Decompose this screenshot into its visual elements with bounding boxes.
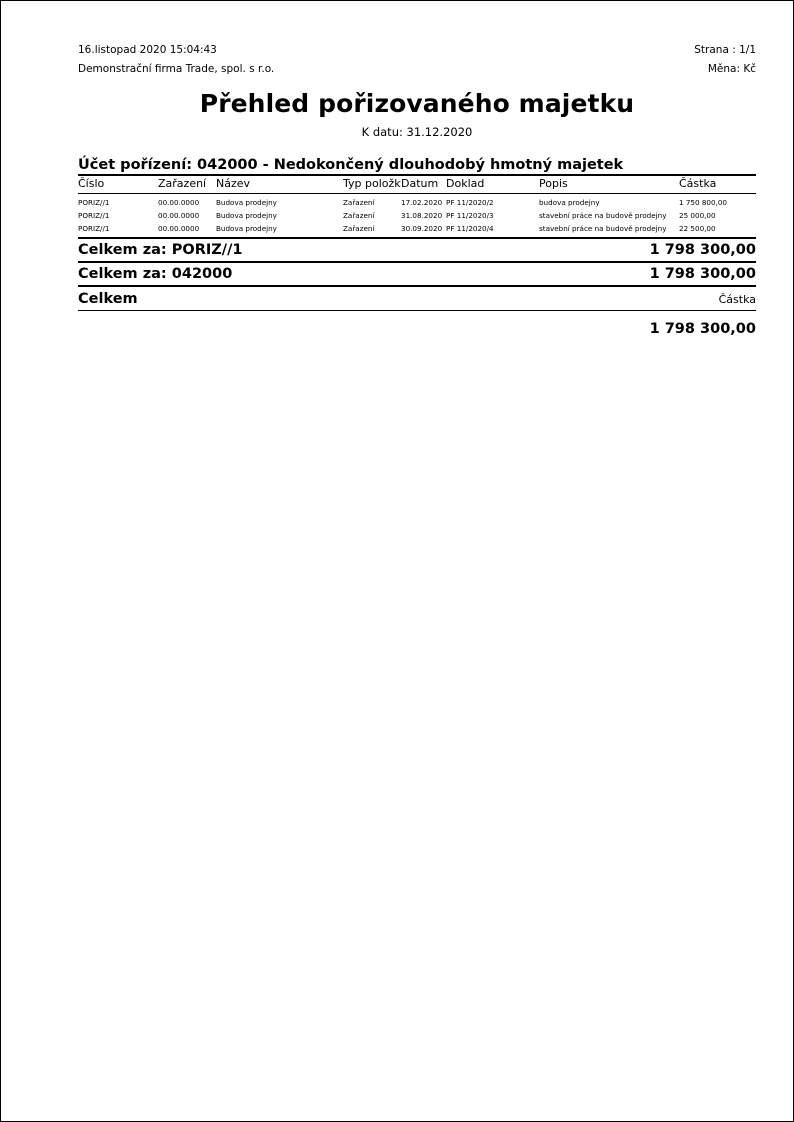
cell-datum: 17.02.2020 (401, 198, 443, 207)
cell-cislo: PORIZ//1 (78, 211, 110, 220)
table-row: PORIZ//1 00.00.0000 Budova prodejny Zařa… (78, 209, 756, 222)
cell-datum: 31.08.2020 (401, 211, 443, 220)
cell-doklad: PF 11/2020/2 (446, 198, 494, 207)
header-meta-row-1: 16.listopad 2020 15:04:43 Strana : 1/1 (78, 43, 756, 57)
divider-under-grand-total-header (78, 310, 756, 311)
cell-zarazeni: 00.00.0000 (158, 224, 200, 233)
table-body: PORIZ//1 00.00.0000 Budova prodejny Zařa… (78, 194, 756, 235)
company-name: Demonstrační firma Trade, spol. s r.o. (78, 63, 275, 75)
page-number-label: Strana : 1/1 (694, 44, 756, 56)
cell-castka: 25 000,00 (679, 211, 716, 220)
column-header-cislo: Číslo (78, 177, 105, 190)
cell-cislo: PORIZ//1 (78, 224, 110, 233)
cell-popis: budova prodejny (539, 198, 600, 207)
subtotal-item-row: Celkem za: PORIZ//1 1 798 300,00 (78, 239, 756, 261)
report-content: 16.listopad 2020 15:04:43 Strana : 1/1 D… (78, 1, 756, 338)
grand-total-value: 1 798 300,00 (649, 321, 756, 337)
subtotal-account-row: Celkem za: 042000 1 798 300,00 (78, 263, 756, 285)
divider-under-account-heading (78, 174, 756, 176)
cell-nazev: Budova prodejny (216, 211, 277, 220)
column-header-typ-polozky: Typ položky (343, 177, 401, 190)
divider-above-subtotal-item (78, 237, 756, 239)
column-header-nazev: Název (216, 177, 251, 190)
cell-castka: 22 500,00 (679, 224, 716, 233)
column-header-datum: Datum (401, 177, 439, 190)
cell-doklad: PF 11/2020/4 (446, 224, 494, 233)
divider-under-column-headers (78, 193, 756, 194)
cell-doklad: PF 11/2020/3 (446, 211, 494, 220)
grand-total-label: Celkem (78, 291, 138, 307)
cell-zarazeni: 00.00.0000 (158, 211, 200, 220)
page-title: Přehled pořizovaného majetku (199, 89, 635, 118)
table-header-row: Číslo Zařazení Název Typ položky Datum D… (78, 176, 756, 193)
assets-table: Číslo Zařazení Název Typ položky Datum D… (78, 176, 756, 193)
grand-total-column-label: Částka (718, 293, 756, 306)
cell-cislo: PORIZ//1 (78, 198, 110, 207)
assets-table-body: PORIZ//1 00.00.0000 Budova prodejny Zařa… (78, 194, 756, 235)
header-meta-row-2: Demonstrační firma Trade, spol. s r.o. M… (78, 62, 756, 76)
column-header-zarazeni: Zařazení (158, 177, 207, 190)
cell-castka: 1 750 800,00 (679, 198, 728, 207)
grand-total-header-row: Celkem Částka (78, 287, 756, 310)
column-header-castka: Částka (679, 177, 717, 190)
cell-typ-polozky: Zařazení (343, 211, 375, 220)
currency-label: Měna: Kč (707, 63, 756, 75)
table-row: PORIZ//1 00.00.0000 Budova prodejny Zařa… (78, 194, 756, 209)
divider-above-grand-total (78, 285, 756, 287)
subtotal-account-value: 1 798 300,00 (649, 266, 756, 282)
account-section-heading: Účet pořízení: 042000 - Nedokončený dlou… (78, 157, 624, 173)
column-header-doklad: Doklad (446, 177, 485, 190)
cell-nazev: Budova prodejny (216, 224, 277, 233)
page-subtitle: K datu: 31.12.2020 (361, 125, 473, 139)
divider-above-subtotal-account (78, 261, 756, 263)
column-header-popis: Popis (539, 177, 568, 190)
cell-zarazeni: 00.00.0000 (158, 198, 200, 207)
cell-datum: 30.09.2020 (401, 224, 443, 233)
cell-popis: stavební práce na budově prodejny (539, 211, 667, 220)
table-row: PORIZ//1 00.00.0000 Budova prodejny Zařa… (78, 222, 756, 235)
subtotal-item-value: 1 798 300,00 (649, 242, 756, 258)
generated-timestamp: 16.listopad 2020 15:04:43 (78, 44, 217, 56)
cell-typ-polozky: Zařazení (343, 198, 375, 207)
cell-popis: stavební práce na budově prodejny (539, 224, 667, 233)
subtotal-account-label: Celkem za: 042000 (78, 266, 233, 282)
cell-typ-polozky: Zařazení (343, 224, 375, 233)
subtotal-item-label: Celkem za: PORIZ//1 (78, 242, 243, 258)
table-header: Číslo Zařazení Název Typ položky Datum D… (78, 176, 756, 193)
cell-nazev: Budova prodejny (216, 198, 277, 207)
